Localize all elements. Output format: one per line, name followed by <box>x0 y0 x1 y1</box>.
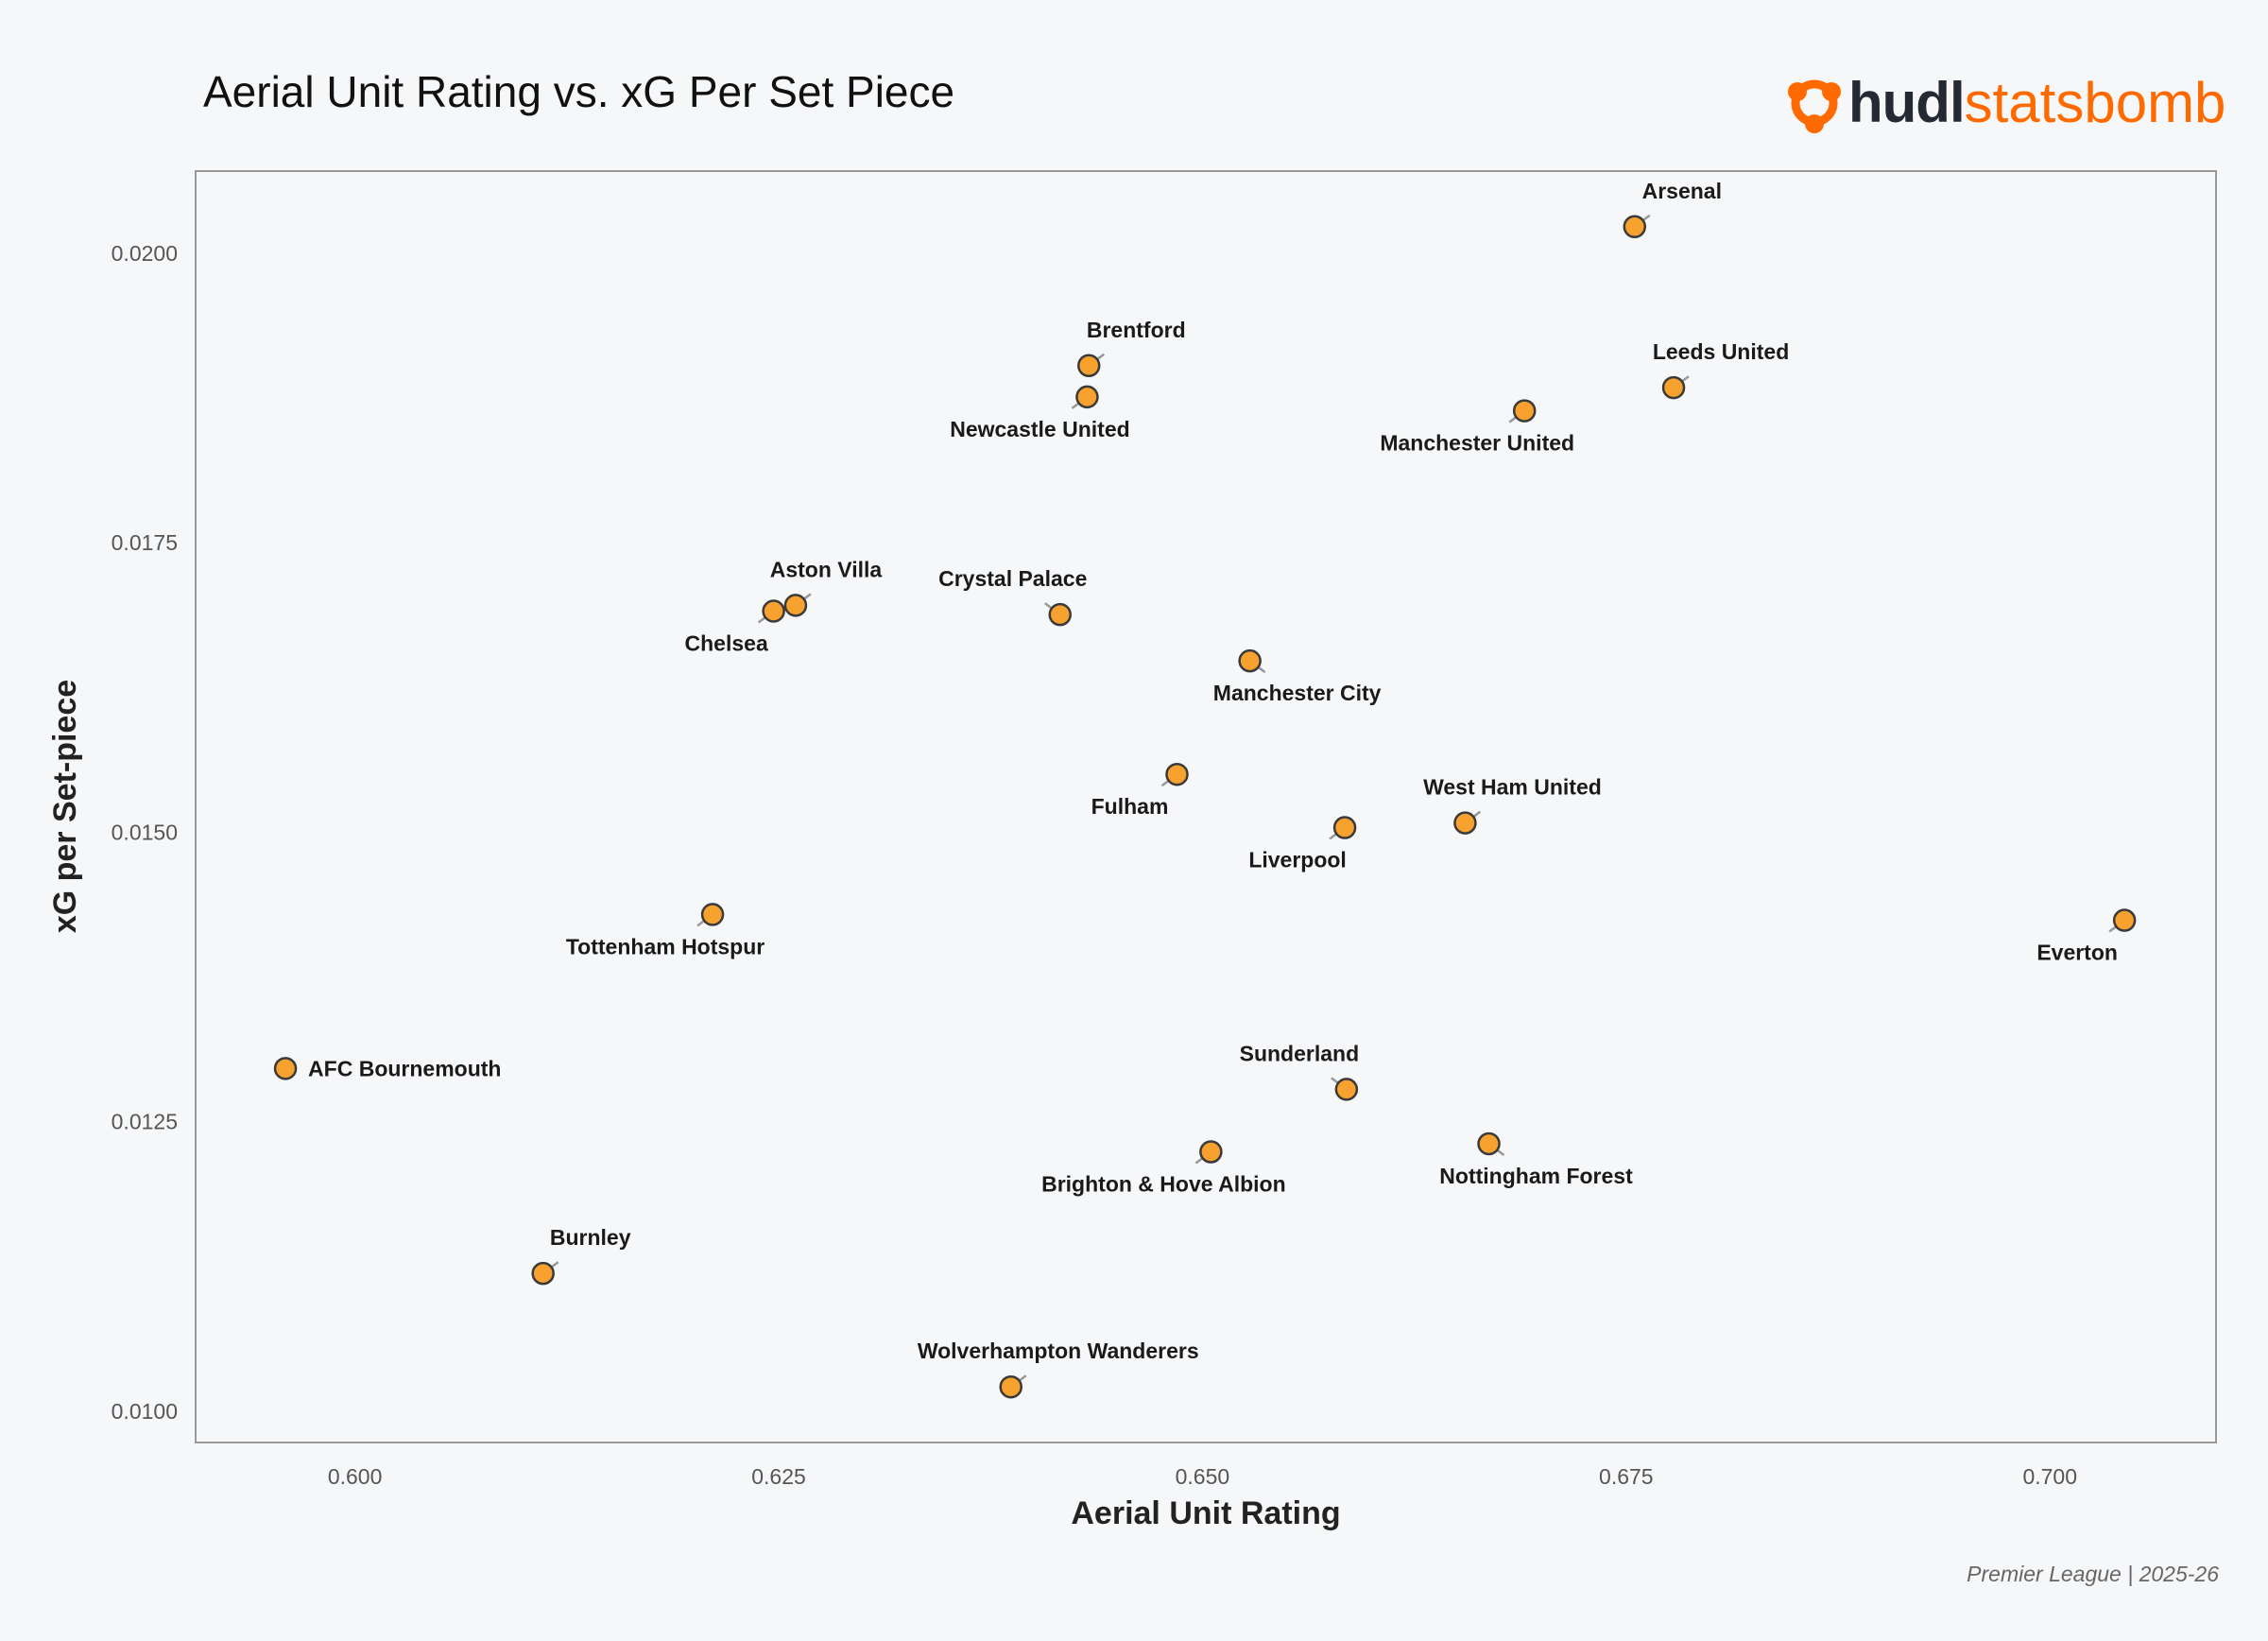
team-point <box>1075 385 1099 409</box>
footer-source: Premier League | 2025-26 <box>1967 1562 2219 1586</box>
y-tick-label: 0.0125 <box>112 1110 178 1134</box>
team-label: West Ham United <box>1423 775 1602 800</box>
team-point <box>1238 648 1262 673</box>
plot-frame <box>195 170 2217 1443</box>
team-point <box>531 1261 555 1286</box>
team-point <box>1332 816 1357 839</box>
team-point <box>1477 1131 1501 1156</box>
team-label: Leeds United <box>1653 339 1789 364</box>
team-label: Fulham <box>1091 794 1169 819</box>
team-point <box>1623 215 1647 239</box>
y-axis-label: xG per Set-piece <box>47 680 83 933</box>
team-label: Sunderland <box>1240 1041 1360 1065</box>
chart-title: Aerial Unit Rating vs. xG Per Set Piece <box>203 67 955 116</box>
team-point <box>1512 399 1537 423</box>
x-tick-label: 0.675 <box>1599 1464 1654 1489</box>
team-point <box>1453 811 1477 835</box>
team-label: Manchester United <box>1380 431 1574 456</box>
team-label: Liverpool <box>1248 848 1347 872</box>
team-label: Arsenal <box>1642 179 1722 203</box>
team-label: Brighton & Hove Albion <box>1041 1172 1286 1197</box>
x-tick-label: 0.625 <box>751 1464 806 1489</box>
team-label: Nottingham Forest <box>1439 1164 1633 1188</box>
team-label: Manchester City <box>1213 681 1382 705</box>
team-label: Wolverhampton Wanderers <box>918 1339 1199 1363</box>
team-point <box>783 594 808 617</box>
y-tick-label: 0.0200 <box>112 241 178 266</box>
team-label: Tottenham Hotspur <box>566 934 765 959</box>
x-axis-label: Aerial Unit Rating <box>1071 1495 1340 1531</box>
team-point <box>273 1057 298 1080</box>
team-label: Newcastle United <box>950 417 1129 441</box>
y-tick-label: 0.0100 <box>112 1399 178 1424</box>
y-tick-label: 0.0150 <box>112 820 178 844</box>
team-point <box>700 903 725 926</box>
y-tick-label: 0.0175 <box>112 530 178 555</box>
team-point <box>2112 908 2137 932</box>
team-point <box>1076 354 1101 378</box>
x-tick-label: 0.700 <box>2022 1464 2077 1489</box>
team-point <box>999 1374 1022 1399</box>
team-label: AFC Bournemouth <box>308 1056 501 1080</box>
team-label: Crystal Palace <box>938 566 1087 591</box>
team-label: Aston Villa <box>770 557 883 581</box>
team-point <box>1334 1078 1359 1101</box>
team-label: Brentford <box>1087 318 1186 342</box>
team-label: Burnley <box>550 1225 631 1250</box>
team-label: Everton <box>2036 941 2118 965</box>
team-label: Chelsea <box>685 630 768 655</box>
logo-hudl-text: hudl <box>1848 71 1966 134</box>
hudl-statsbomb-logo: hudl statsbomb <box>1784 70 2225 135</box>
x-tick-label: 0.650 <box>1176 1464 1230 1489</box>
team-point <box>1661 375 1686 400</box>
x-tick-label: 0.600 <box>328 1464 383 1489</box>
team-point <box>1165 762 1189 786</box>
team-point <box>1199 1140 1223 1164</box>
team-point <box>1048 602 1072 627</box>
logo-statsbomb-text: statsbomb <box>1964 71 2226 134</box>
statsbomb-logo-icon <box>1788 79 1841 133</box>
team-point <box>762 599 785 623</box>
